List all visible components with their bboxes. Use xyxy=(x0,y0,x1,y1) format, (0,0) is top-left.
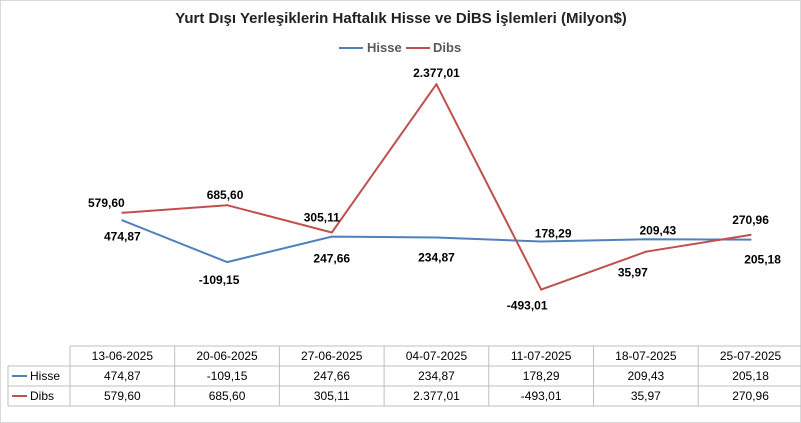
data-label-hisse: -109,15 xyxy=(199,273,240,287)
table-header-cell: 11-07-2025 xyxy=(511,349,572,363)
data-point-hisse xyxy=(226,261,229,264)
table-cell: -109,15 xyxy=(207,369,248,383)
data-point-hisse xyxy=(435,236,438,239)
data-point-hisse xyxy=(121,219,124,222)
legend-label-hisse: Hisse xyxy=(367,40,402,55)
data-labels: 474,87 -109,15 247,66 234,87 178,29 209,43 205… xyxy=(88,66,781,312)
data-table: 13-06-2025 20-06-2025 27-06-2025 04-07-2025… xyxy=(7,345,801,407)
data-point-hisse xyxy=(749,238,752,241)
data-label-dibs: -493,01 xyxy=(507,299,548,313)
table-header-cell: 25-07-2025 xyxy=(720,349,782,363)
table-cell: -493,01 xyxy=(521,389,562,403)
data-point-dibs xyxy=(226,204,229,207)
table-row-label-dibs: Dibs xyxy=(30,389,54,403)
data-point-hisse xyxy=(330,235,333,238)
legend: Hisse Dibs xyxy=(339,40,461,55)
data-label-hisse: 247,66 xyxy=(313,252,350,266)
table-cell: 685,60 xyxy=(209,389,246,403)
table-cell: 270,96 xyxy=(732,389,769,403)
data-label-hisse: 205,18 xyxy=(744,253,781,267)
data-point-dibs xyxy=(540,288,543,291)
data-label-hisse: 474,87 xyxy=(104,229,141,243)
data-label-dibs: 579,60 xyxy=(88,196,125,210)
data-point-hisse xyxy=(644,238,647,241)
table-header-cell: 18-07-2025 xyxy=(615,349,677,363)
legend-label-dibs: Dibs xyxy=(433,40,461,55)
data-point-dibs xyxy=(644,250,647,253)
data-point-dibs xyxy=(749,233,752,236)
table-header-cell: 20-06-2025 xyxy=(196,349,258,363)
data-label-dibs: 270,96 xyxy=(732,213,769,227)
table-cell: 247,66 xyxy=(313,369,350,383)
data-point-hisse xyxy=(540,240,543,243)
table-cell: 234,87 xyxy=(418,369,455,383)
table-cell: 2.377,01 xyxy=(413,389,460,403)
table-cell: 579,60 xyxy=(104,389,141,403)
data-label-dibs: 305,11 xyxy=(304,210,340,224)
table-header-cell: 04-07-2025 xyxy=(406,349,468,363)
table-row-label-hisse: Hisse xyxy=(30,369,60,383)
plot-area xyxy=(121,83,752,291)
table-cell: 178,29 xyxy=(523,369,560,383)
data-label-dibs: 685,60 xyxy=(207,188,244,202)
table-header-cell: 27-06-2025 xyxy=(301,349,363,363)
chart-title: Yurt Dışı Yerleşiklerin Haftalık Hisse v… xyxy=(175,10,627,27)
table-cell: 205,18 xyxy=(732,369,769,383)
table-cell: 35,97 xyxy=(631,389,661,403)
data-label-hisse: 234,87 xyxy=(418,250,455,264)
data-point-dibs xyxy=(435,83,438,86)
data-point-dibs xyxy=(121,211,124,214)
data-label-dibs: 35,97 xyxy=(618,266,648,280)
table-cell: 474,87 xyxy=(104,369,141,383)
table-cell: 209,43 xyxy=(627,369,664,383)
data-label-dibs: 2.377,01 xyxy=(413,66,460,80)
data-label-hisse: 178,29 xyxy=(535,227,572,241)
data-point-dibs xyxy=(330,231,333,234)
table-header-cell: 13-06-2025 xyxy=(92,349,154,363)
table-cell: 305,11 xyxy=(314,389,350,403)
data-label-hisse: 209,43 xyxy=(639,223,676,237)
